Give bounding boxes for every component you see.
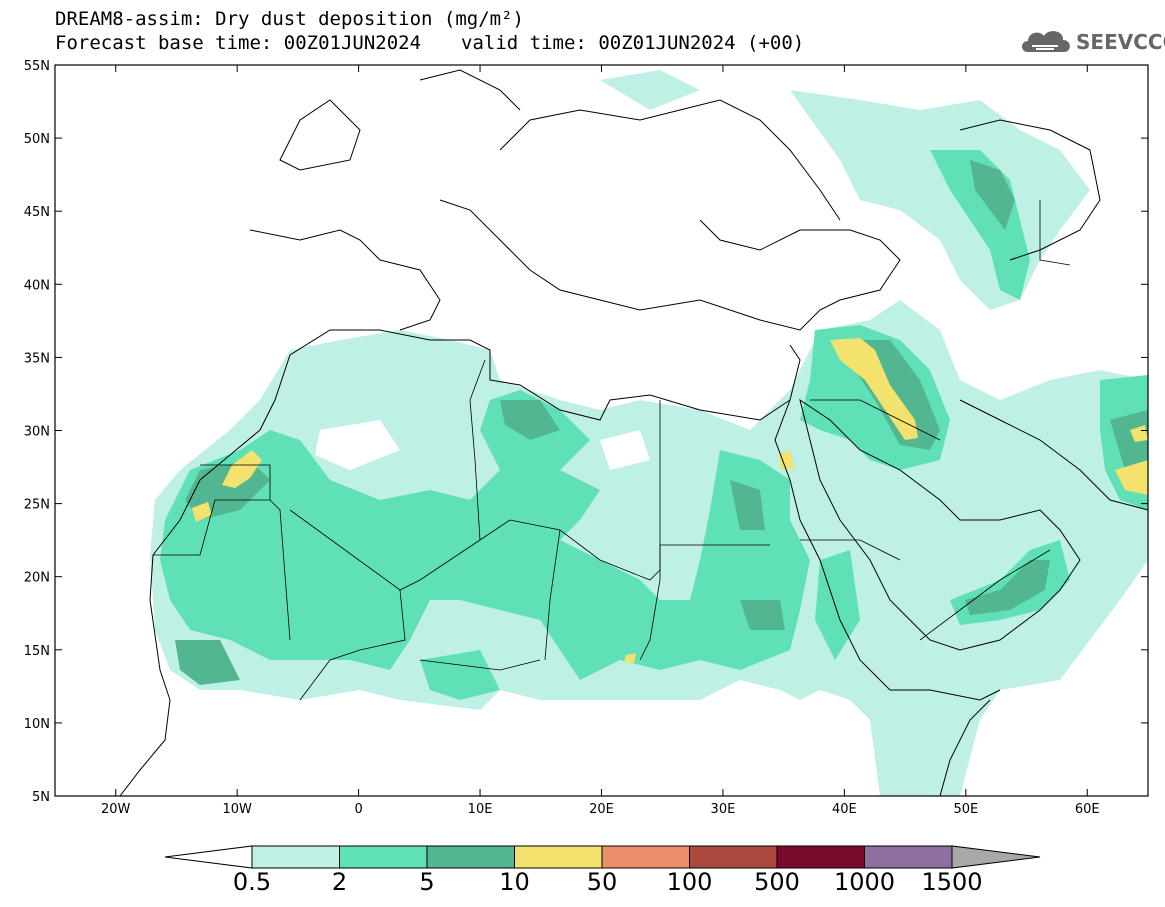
colorbar-label: 1500 <box>921 868 983 896</box>
lat-tick-label: 10N <box>24 717 50 732</box>
logo-text: SEEVCCC <box>1076 30 1165 54</box>
base-time: Forecast base time: 00Z01JUN2024 <box>55 32 422 54</box>
valid-time: valid time: 00Z01JUN2024 (+00) <box>461 32 805 54</box>
lon-tick-label: 20E <box>589 802 614 817</box>
colorbar-label: 500 <box>754 868 800 896</box>
dust-field-high <box>192 338 1148 663</box>
colorbar-label: 1000 <box>833 868 896 896</box>
lat-tick-label: 35N <box>24 351 50 366</box>
lon-tick-label: 60E <box>1075 802 1100 817</box>
lat-tick-label: 30N <box>24 425 50 440</box>
longitude-axis: 20W 10W 0 10E 20E 30E 40E 50E 60E <box>101 65 1100 817</box>
lat-tick-label: 45N <box>24 205 50 220</box>
lon-tick-label: 0 <box>354 802 362 817</box>
colorbar-label: 5 <box>419 868 435 896</box>
lat-tick-label: 20N <box>24 571 50 586</box>
cloud-logo-icon <box>1022 31 1070 52</box>
lat-tick-label: 40N <box>24 278 50 293</box>
colorbar-label: 10 <box>499 868 530 896</box>
map-subtitle: Forecast base time: 00Z01JUN2024 valid ti… <box>55 32 804 54</box>
coastlines <box>119 69 1148 796</box>
latitude-axis: 55N 50N 45N 40N 35N 30N 25N 20N 15N 10N 5N <box>24 59 1148 805</box>
country-borders <box>153 200 1071 701</box>
lon-tick-label: 10E <box>468 802 493 817</box>
lon-tick-label: 10W <box>222 802 252 817</box>
seevccc-logo: SEEVCCC <box>1018 24 1165 58</box>
colorbar-label: 0.5 <box>232 868 272 896</box>
lat-tick-label: 5N <box>32 790 50 805</box>
lat-tick-label: 50N <box>24 132 50 147</box>
colorbar-label: 100 <box>666 868 713 896</box>
lon-tick-label: 50E <box>953 802 978 817</box>
colorbar-label: 50 <box>586 868 618 896</box>
lon-tick-label: 30E <box>711 802 736 817</box>
lat-tick-label: 25N <box>24 498 50 513</box>
map-title: DREAM8-assim: Dry dust deposition (mg/m²… <box>55 8 524 30</box>
colorbar-label: 2 <box>331 868 348 896</box>
dust-map: 55N 50N 45N 40N 35N 30N 25N 20N 15N 10N 5N 20W 10W 0… <box>24 59 1149 817</box>
lon-tick-label: 20W <box>101 802 131 817</box>
lat-tick-label: 55N <box>24 59 50 74</box>
lon-tick-label: 40E <box>832 802 857 817</box>
lat-tick-label: 15N <box>24 644 50 659</box>
